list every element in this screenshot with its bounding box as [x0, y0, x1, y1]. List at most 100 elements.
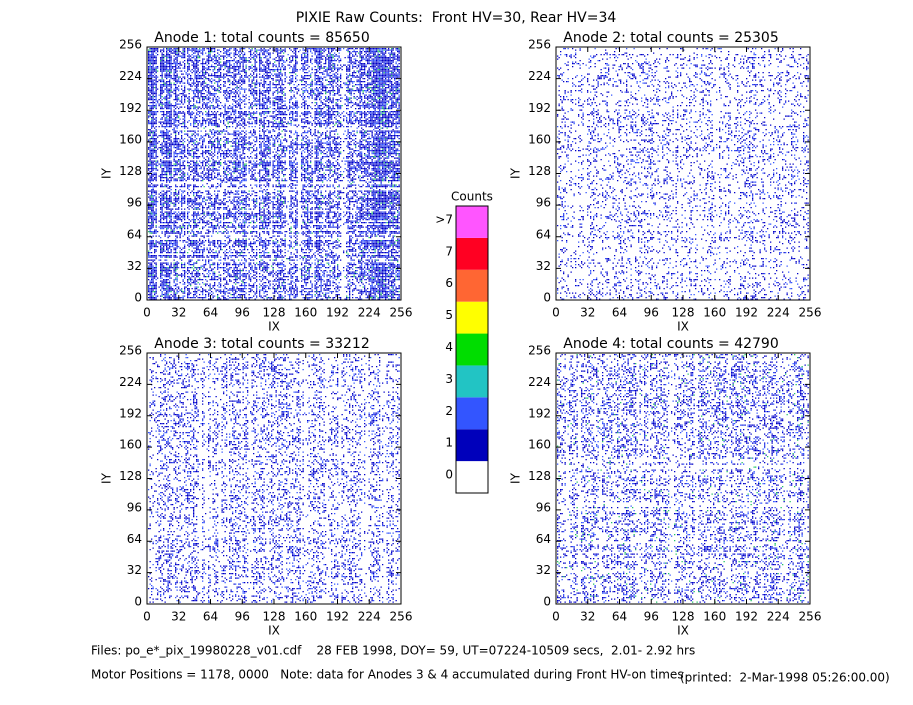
y-tick-label: 160 [528, 132, 551, 146]
y-tick-label: 224 [528, 69, 551, 83]
count-texture [557, 354, 809, 603]
y-axis-label: IY [509, 472, 523, 484]
x-tick-label: 64 [203, 306, 218, 320]
y-tick-label: 224 [119, 69, 142, 83]
y-axis-label: IY [100, 472, 114, 484]
colorbar-label: 6 [445, 276, 453, 290]
panel-title: Anode 3: total counts = 33212 [154, 336, 369, 352]
y-tick-label: 128 [528, 469, 551, 483]
y-tick-label: 256 [119, 344, 142, 358]
colorbar-cell [456, 333, 488, 366]
x-tick-label: 64 [612, 610, 627, 624]
colorbar-label: >7 [435, 212, 453, 226]
x-axis-label: IX [677, 320, 689, 334]
y-tick-label: 224 [119, 375, 142, 389]
count-texture [148, 48, 400, 300]
y-tick-label: 96 [127, 196, 142, 210]
y-tick-label: 32 [127, 563, 142, 577]
y-tick-label: 128 [119, 469, 142, 483]
x-tick-label: 96 [644, 306, 659, 320]
colorbar-cell [456, 206, 488, 238]
x-tick-label: 0 [143, 610, 151, 624]
colorbar-label: 7 [445, 244, 453, 258]
panel-title: Anode 1: total counts = 85650 [154, 30, 369, 46]
count-texture [557, 48, 809, 300]
panel-title: Anode 4: total counts = 42790 [563, 336, 778, 352]
panel-title: Anode 2: total counts = 25305 [563, 30, 778, 46]
x-tick-label: 256 [390, 610, 413, 624]
x-tick-label: 160 [703, 610, 726, 624]
x-tick-label: 96 [644, 610, 659, 624]
x-tick-label: 0 [552, 610, 560, 624]
y-tick-label: 96 [536, 196, 551, 210]
y-tick-label: 160 [119, 132, 142, 146]
colorbar-label: 5 [445, 308, 453, 322]
x-tick-label: 32 [171, 610, 186, 624]
y-tick-label: 0 [543, 595, 551, 609]
x-axis-label: IX [268, 320, 280, 334]
colorbar-cell [456, 429, 488, 462]
x-tick-label: 96 [235, 610, 250, 624]
y-tick-label: 64 [127, 532, 142, 546]
y-tick-label: 192 [119, 101, 142, 115]
y-tick-label: 192 [528, 406, 551, 420]
figure-title: PIXIE Raw Counts: Front HV=30, Rear HV=3… [296, 10, 617, 26]
footer-motor: Motor Positions = 1178, 0000 Note: data … [91, 668, 684, 682]
y-tick-label: 160 [528, 438, 551, 452]
y-tick-label: 256 [528, 38, 551, 52]
x-tick-label: 160 [703, 306, 726, 320]
y-tick-label: 256 [119, 38, 142, 52]
colorbar-cell [456, 461, 488, 493]
count-texture [557, 354, 809, 603]
x-tick-label: 224 [767, 610, 790, 624]
colorbar-label: 2 [445, 404, 453, 418]
x-tick-label: 32 [171, 306, 186, 320]
y-tick-label: 32 [127, 259, 142, 273]
x-tick-label: 256 [390, 306, 413, 320]
footer-printed: (printed: 2-Mar-1998 05:26:00.00) [680, 671, 890, 685]
x-tick-label: 192 [326, 306, 349, 320]
colorbar-cell [456, 237, 488, 270]
x-tick-label: 256 [799, 306, 822, 320]
x-tick-label: 224 [358, 610, 381, 624]
x-tick-label: 192 [735, 306, 758, 320]
y-tick-label: 32 [536, 563, 551, 577]
x-tick-label: 192 [735, 610, 758, 624]
x-tick-label: 128 [672, 610, 695, 624]
y-tick-label: 224 [528, 375, 551, 389]
y-tick-label: 128 [528, 164, 551, 178]
x-tick-label: 32 [580, 610, 595, 624]
y-tick-label: 64 [127, 227, 142, 241]
x-tick-label: 192 [326, 610, 349, 624]
colorbar-cell [456, 301, 488, 334]
x-tick-label: 128 [263, 306, 286, 320]
x-tick-label: 256 [799, 610, 822, 624]
y-tick-label: 64 [536, 227, 551, 241]
y-tick-label: 160 [119, 438, 142, 452]
y-tick-label: 192 [119, 406, 142, 420]
colorbar-title: Counts [451, 190, 493, 204]
x-tick-label: 32 [580, 306, 595, 320]
x-tick-label: 64 [612, 306, 627, 320]
x-tick-label: 96 [235, 306, 250, 320]
x-tick-label: 128 [263, 610, 286, 624]
footer-files: Files: po_e*_pix_19980228_v01.cdf 28 FEB… [91, 644, 695, 658]
count-texture [557, 354, 809, 603]
count-texture [148, 354, 400, 603]
colorbar-label: 0 [445, 468, 453, 482]
colorbar-label: 4 [445, 340, 453, 354]
y-tick-label: 96 [536, 500, 551, 514]
x-tick-label: 0 [552, 306, 560, 320]
x-tick-label: 128 [672, 306, 695, 320]
plot-frame [555, 46, 811, 301]
y-tick-label: 96 [127, 500, 142, 514]
colorbar-cell [456, 269, 488, 302]
y-tick-label: 0 [134, 291, 142, 305]
colorbar-frame [455, 205, 489, 494]
x-tick-label: 64 [203, 610, 218, 624]
x-tick-label: 160 [294, 610, 317, 624]
y-tick-label: 192 [528, 101, 551, 115]
y-axis-label: IY [509, 167, 523, 179]
